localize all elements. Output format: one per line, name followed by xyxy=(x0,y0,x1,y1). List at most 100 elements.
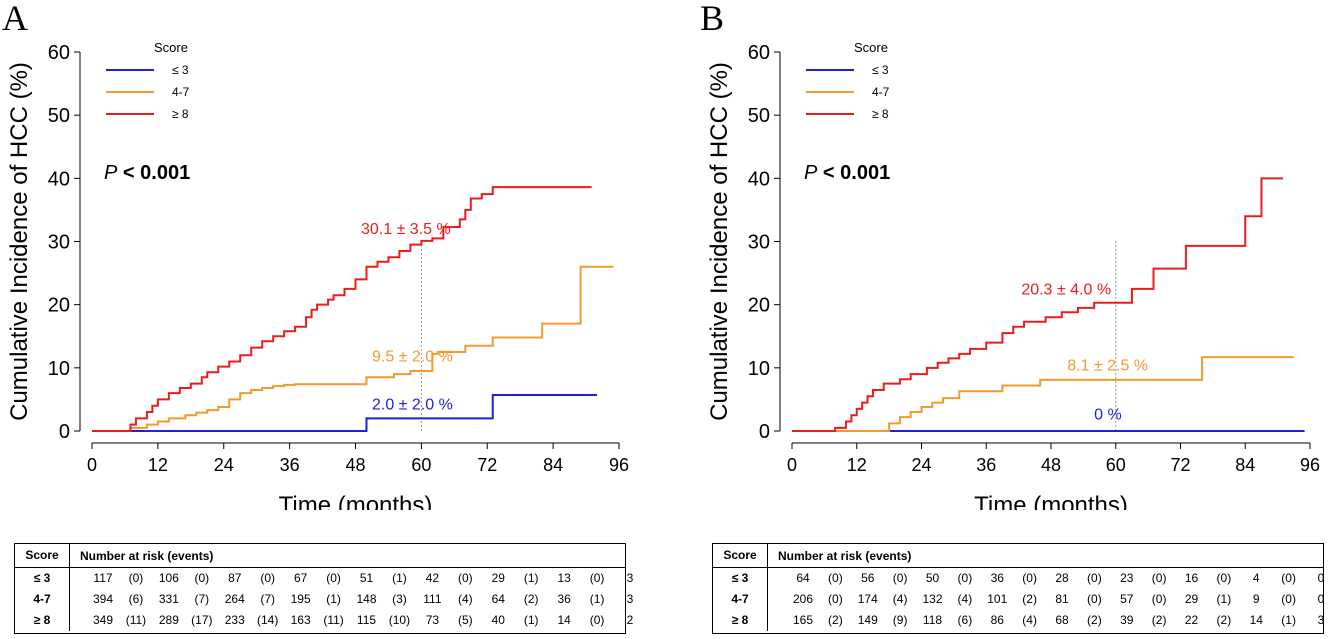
risk-cell: (0) xyxy=(1087,571,1102,585)
risk-cell: 87 xyxy=(228,571,242,585)
risk-cell: 64 xyxy=(796,571,810,585)
y-tick-label: 0 xyxy=(59,421,70,443)
risk-table-header: Score Number at risk (events) xyxy=(713,544,1323,568)
series-line-mid xyxy=(92,265,614,432)
risk-cell: (0) xyxy=(828,592,843,606)
risk-cell: 0 xyxy=(1317,571,1325,585)
risk-cell: 3 xyxy=(626,571,634,585)
x-tick-label: 96 xyxy=(609,455,629,475)
y-tick-label: 40 xyxy=(748,168,770,190)
risk-cell: 29 xyxy=(491,571,505,585)
p-value-text: < 0.001 xyxy=(817,162,890,184)
x-tick-label: 48 xyxy=(1041,455,1061,475)
chart-svg: A 0 10 20 30 40 50 60 0 12 24 36 48 60 72 84 96 Cumulativ… xyxy=(2,0,1320,510)
risk-cell: 289 xyxy=(158,613,179,627)
risk-cell: (3) xyxy=(392,592,407,606)
risk-cell: (2) xyxy=(828,613,843,627)
data-annotation: 9.5 ± 2.0 % xyxy=(372,349,453,366)
risk-cell: 117 xyxy=(93,571,113,585)
x-axis-label: Time (months) xyxy=(974,492,1128,510)
y-tick-label: 40 xyxy=(48,168,70,190)
risk-row: 117 (0) 106 (0) 87 (0) 67 (0) 51 (1) 42 (0) 29 (1) 13 (… xyxy=(70,568,633,589)
risk-cell: 233 xyxy=(224,613,245,627)
risk-cell: 57 xyxy=(1120,592,1134,606)
risk-cell: 51 xyxy=(359,571,374,585)
risk-cell: 68 xyxy=(1055,613,1069,627)
y-tick-label: 0 xyxy=(759,421,770,443)
risk-cell: (2) xyxy=(523,592,539,606)
x-tick-label: 24 xyxy=(911,455,931,475)
risk-cell: 42 xyxy=(425,571,440,585)
y-tick-label: 50 xyxy=(48,105,70,127)
risk-cell: (0) xyxy=(326,571,341,585)
risk-cell: 331 xyxy=(158,592,179,606)
risk-cell: (1) xyxy=(326,592,341,606)
risk-row: 165 (2) 149 (9) 118 (6) 86 (4) 68 (2) 39 (2) 22 (2) 14… xyxy=(768,610,1324,631)
y-tick-label: 30 xyxy=(748,232,770,254)
panel-label: B xyxy=(700,0,724,38)
x-tick-label: 36 xyxy=(280,455,300,475)
series-line-low xyxy=(92,393,598,432)
x-tick-label: 84 xyxy=(543,455,563,475)
risk-cell: (2) xyxy=(1087,613,1102,627)
risk-cell: (0) xyxy=(589,571,605,585)
risk-cell: (7) xyxy=(194,592,210,606)
risk-cell: (5) xyxy=(457,613,473,627)
risk-cell: (0) xyxy=(1281,571,1296,585)
risk-cell: 111 xyxy=(423,592,442,606)
data-annotation: 2.0 ± 2.0 % xyxy=(372,397,453,414)
y-tick-label: 10 xyxy=(48,358,70,380)
risk-cell: 165 xyxy=(792,613,814,627)
risk-cell: 67 xyxy=(293,571,308,585)
risk-cell: (1) xyxy=(589,592,605,606)
x-tick-label: 0 xyxy=(87,455,97,475)
risk-cell: 22 xyxy=(1184,613,1199,627)
risk-cell: (0) xyxy=(260,571,276,585)
series-line-high xyxy=(792,177,1284,432)
risk-table-number-header: Number at risk (events) xyxy=(778,548,912,563)
x-tick-label: 72 xyxy=(1170,455,1190,475)
risk-cell: (4) xyxy=(1022,613,1037,627)
risk-row: 206 (0) 174 (4) 132 (4) 101 (2) 81 (0) 57 (0) 29 (1) 9… xyxy=(768,589,1324,610)
p-symbol: P xyxy=(804,162,818,184)
risk-cell: 394 xyxy=(92,592,114,606)
legend-title: Score xyxy=(854,40,888,55)
p-value: P < 0.001 xyxy=(104,162,190,184)
data-annotation: 8.1 ± 2.5 % xyxy=(1067,357,1148,374)
risk-table-score-header: Score xyxy=(713,544,768,567)
risk-cell: 264 xyxy=(224,592,245,606)
risk-cell: 101 xyxy=(987,592,1008,606)
risk-cell: 73 xyxy=(425,613,440,627)
risk-cell: 3 xyxy=(626,592,634,606)
x-tick-label: 0 xyxy=(787,455,797,475)
risk-row: 394 (6) 331 (7) 264 (7) 195 (1) 148 (3) 111 (4) 64 (2… xyxy=(70,589,633,610)
x-tick-label: 36 xyxy=(976,455,996,475)
y-tick-label: 60 xyxy=(48,42,70,64)
p-value-text: < 0.001 xyxy=(117,162,190,184)
risk-table-number-header: Number at risk (events) xyxy=(80,548,214,563)
risk-cell: (1) xyxy=(523,571,539,585)
risk-cell: 195 xyxy=(290,592,311,606)
risk-cell: (7) xyxy=(260,592,276,606)
p-symbol: P xyxy=(104,162,118,184)
risk-cell: 9 xyxy=(1252,592,1260,606)
x-tick-label: 12 xyxy=(148,455,168,475)
y-tick-label: 10 xyxy=(748,358,770,380)
series-line-high xyxy=(92,186,592,432)
y-tick-label: 20 xyxy=(748,295,770,317)
y-tick-label: 20 xyxy=(48,295,70,317)
risk-cell: 40 xyxy=(491,613,505,627)
risk-cell: 28 xyxy=(1055,571,1069,585)
x-tick-label: 12 xyxy=(847,455,867,475)
risk-cell: (0) xyxy=(828,571,843,585)
risk-cell: 39 xyxy=(1120,613,1134,627)
x-tick-label: 84 xyxy=(1235,455,1255,475)
risk-cell: (0) xyxy=(1022,571,1037,585)
risk-cell: 29 xyxy=(1184,592,1199,606)
legend-label: ≥ 8 xyxy=(872,107,889,121)
risk-cell: (1) xyxy=(1281,613,1296,627)
risk-cell: (0) xyxy=(892,571,908,585)
risk-row-label: 4-7 xyxy=(33,592,51,606)
risk-cell: (17) xyxy=(191,613,213,627)
